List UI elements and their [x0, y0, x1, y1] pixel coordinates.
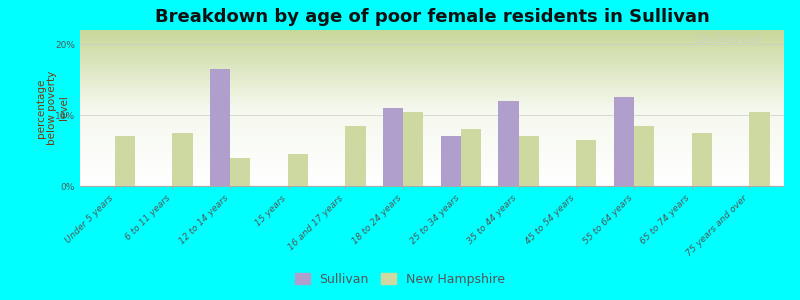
Bar [461, 129, 481, 186]
Bar [346, 126, 366, 186]
Y-axis label: percentage
below poverty
level: percentage below poverty level [36, 71, 69, 145]
Title: Breakdown by age of poor female residents in Sullivan: Breakdown by age of poor female resident… [154, 8, 710, 26]
Bar [114, 136, 135, 186]
Bar [634, 126, 654, 186]
Bar [750, 112, 770, 186]
Bar [172, 133, 193, 186]
Bar [692, 133, 712, 186]
Text: City-Data.com: City-Data.com [694, 35, 763, 45]
Bar [614, 98, 634, 186]
Bar [498, 101, 518, 186]
Bar [441, 136, 461, 186]
Legend: Sullivan, New Hampshire: Sullivan, New Hampshire [290, 268, 510, 291]
Bar [230, 158, 250, 186]
Bar [210, 69, 230, 186]
Bar [518, 136, 538, 186]
Bar [288, 154, 308, 186]
Bar [576, 140, 597, 186]
Bar [383, 108, 403, 186]
Bar [403, 112, 423, 186]
